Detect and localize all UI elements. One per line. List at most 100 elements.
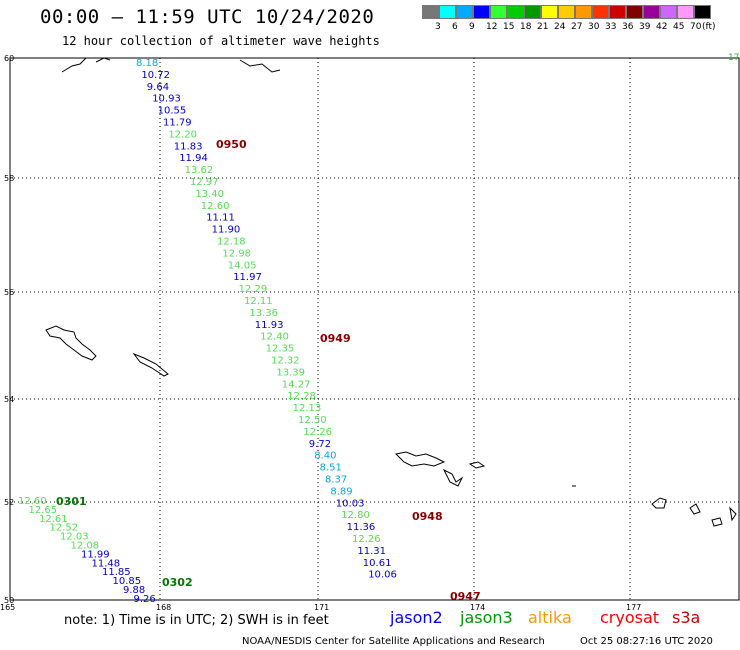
legend-label: (ft)	[702, 22, 716, 32]
legend-label: 70	[690, 22, 702, 32]
legend-swatch	[456, 5, 473, 19]
wave-height-reading: 10.61	[363, 558, 392, 569]
wave-height-reading: 12.97	[190, 177, 219, 188]
footer-credit: NOAA/NESDIS Center for Satellite Applica…	[242, 636, 545, 647]
pass-time-label: 0950	[216, 138, 247, 151]
right-edge-label: 17	[728, 53, 739, 63]
color-legend-labels: 3 6 9 12 15 18 21 24 27 30 33 36 39 42 45 70 (ft)	[422, 22, 740, 34]
legend-label: 6	[452, 22, 458, 32]
satellite-cryosat: cryosat	[600, 608, 660, 627]
legend-label: 3	[435, 22, 441, 32]
wave-height-reading: 12.08	[71, 541, 100, 552]
wave-height-reading: 12.03	[60, 532, 89, 543]
legend-swatch	[660, 5, 677, 19]
legend-swatch	[524, 5, 541, 19]
pass-time-label: 0948	[412, 510, 443, 523]
pass-time-label: 0301	[56, 495, 87, 508]
legend-swatch	[541, 5, 558, 19]
page-subtitle: 12 hour collection of altimeter wave hei…	[62, 34, 380, 48]
legend-label: 42	[656, 22, 668, 32]
lon-label: 165	[0, 603, 15, 612]
wave-height-reading: 8.89	[330, 486, 352, 497]
wave-height-reading: 8.51	[320, 463, 342, 474]
wave-height-reading: 11.97	[233, 272, 262, 283]
wave-height-reading: 12.60	[201, 201, 230, 212]
wave-height-reading: 10.55	[158, 106, 187, 117]
legend-swatch	[422, 5, 439, 19]
legend-swatch	[473, 5, 490, 19]
lat-label: 60	[4, 54, 14, 63]
wave-height-reading: 13.39	[276, 367, 305, 378]
wave-height-reading: 13.36	[249, 308, 278, 319]
wave-height-reading: 12.32	[271, 356, 300, 367]
pass-time-label: 0949	[320, 332, 351, 345]
wave-height-reading: 11.11	[206, 213, 235, 224]
wave-height-reading: 12.50	[298, 415, 327, 426]
wave-height-reading: 12.40	[260, 332, 289, 343]
wave-height-reading: 12.13	[293, 403, 322, 414]
legend-label: 27	[571, 22, 583, 32]
lat-label: 52	[4, 498, 14, 507]
wave-height-reading: 9.64	[147, 82, 169, 93]
wave-height-reading: 8.18	[136, 58, 158, 69]
lat-label: 54	[4, 395, 14, 404]
wave-height-reading: 11.93	[255, 320, 284, 331]
wave-height-reading: 12.28	[287, 391, 316, 402]
legend-label: 24	[554, 22, 566, 32]
legend-label: 45	[673, 22, 685, 32]
wave-height-reading: 12.98	[222, 248, 251, 259]
island-far-east	[651, 497, 737, 527]
legend-label: 18	[520, 22, 532, 32]
wave-height-reading: 12.52	[50, 523, 79, 534]
island-east-3	[468, 461, 486, 469]
color-legend	[422, 5, 711, 19]
wave-height-reading: 8.37	[325, 475, 347, 486]
satellite-altika: altika	[528, 608, 572, 627]
wave-height-reading: 14.27	[282, 379, 311, 390]
wave-height-reading: 12.11	[244, 296, 273, 307]
wave-height-reading: 12.35	[266, 344, 295, 355]
wave-height-reading: 13.62	[185, 165, 214, 176]
wave-height-reading: 12.29	[239, 284, 268, 295]
pass-time-label: 0947	[450, 590, 481, 603]
wave-height-reading: 12.61	[39, 514, 68, 525]
legend-label: 21	[537, 22, 549, 32]
legend-label: 9	[469, 22, 475, 32]
satellite-s3a: s3a	[672, 608, 701, 627]
wave-height-reading: 11.94	[179, 153, 208, 164]
wave-height-reading: 10.06	[368, 570, 397, 581]
wave-height-reading: 11.31	[357, 546, 386, 557]
wave-height-reading: 12.80	[341, 510, 370, 521]
pass-time-label: 0302	[162, 576, 193, 589]
wave-height-reading: 11.90	[212, 225, 241, 236]
island-east-1	[394, 451, 446, 467]
wave-height-reading: 10.85	[113, 576, 142, 587]
wave-height-reading: 9.88	[123, 585, 145, 596]
wave-height-reading: 9.72	[309, 439, 331, 450]
legend-swatch	[643, 5, 660, 19]
wave-height-reading: 8.40	[314, 451, 336, 462]
lon-label: 177	[626, 603, 641, 612]
lat-label: 50	[4, 596, 14, 605]
satellite-jason2: jason2	[390, 608, 443, 627]
wave-height-reading: 12.20	[168, 129, 197, 140]
lat-label: 56	[4, 288, 14, 297]
legend-label: 36	[622, 22, 634, 32]
wave-height-reading: 11.99	[81, 549, 110, 560]
legend-swatch	[677, 5, 694, 19]
legend-swatch	[592, 5, 609, 19]
satellite-jason3: jason3	[460, 608, 513, 627]
wave-height-reading: 13.40	[195, 189, 224, 200]
wave-height-reading: 12.18	[217, 237, 246, 248]
island-large-west	[45, 325, 97, 361]
legend-swatch	[507, 5, 524, 19]
island-east-2	[442, 468, 464, 487]
lon-label: 168	[156, 603, 171, 612]
wave-height-reading: 11.48	[92, 558, 121, 569]
wave-height-reading: 11.36	[347, 522, 376, 533]
legend-label: 12	[486, 22, 498, 32]
wave-height-reading: 11.79	[163, 118, 192, 129]
page-title: 00:00 – 11:59 UTC 10/24/2020	[40, 6, 375, 28]
